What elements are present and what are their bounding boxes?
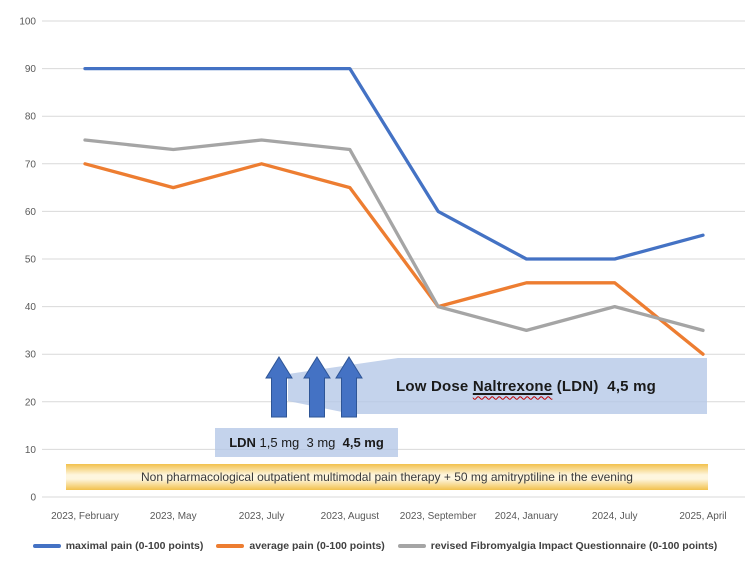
y-tick-label: 100 <box>19 17 36 28</box>
ldn-dose-drug: LDN <box>229 435 256 450</box>
legend-label: maximal pain (0-100 points) <box>65 540 204 552</box>
legend-line-swatch <box>397 544 426 548</box>
series-line <box>83 138 705 333</box>
legend-label: average pain (0-100 points) <box>249 540 385 552</box>
legend-label: revised Fibromyalgia Impact Questionnair… <box>430 540 718 552</box>
legend-item: average pain (0-100 points) <box>216 540 385 552</box>
series-line <box>83 162 705 356</box>
legend-item: maximal pain (0-100 points) <box>32 540 204 552</box>
ldn-dose-steps: 1,5 mg 3 mg <box>255 435 343 450</box>
x-axis-label: 2024, July <box>592 511 638 522</box>
y-tick-label: 10 <box>25 445 37 456</box>
therapy-banner-label: Non pharmacological outpatient multimoda… <box>141 470 633 484</box>
y-tick-label: 0 <box>30 493 36 504</box>
legend-line-swatch <box>32 544 61 548</box>
x-axis-label: 2024, January <box>495 511 558 522</box>
ldn-banner-label-post: (LDN) 4,5 mg <box>552 377 656 395</box>
y-tick-label: 90 <box>25 64 37 75</box>
series-line <box>83 66 705 261</box>
x-axis-label: 2023, February <box>51 511 119 522</box>
y-tick-label: 30 <box>25 350 37 361</box>
y-tick-label: 80 <box>25 112 37 123</box>
y-tick-label: 40 <box>25 302 37 313</box>
ldn-banner-label-underlined-word: Naltrexone <box>473 378 553 395</box>
dose-increase-arrow-icon <box>303 356 331 418</box>
legend-item: revised Fibromyalgia Impact Questionnair… <box>397 540 718 552</box>
ldn-dose-final: 4,5 mg <box>342 435 384 450</box>
x-axis-label: 2023, May <box>150 511 197 522</box>
legend: maximal pain (0-100 points) average pain … <box>0 536 750 556</box>
x-axis-label: 2023, July <box>239 511 285 522</box>
y-tick-label: 70 <box>25 159 37 170</box>
dose-increase-arrow-icon <box>265 356 293 418</box>
y-tick-label: 50 <box>25 255 37 266</box>
spellcheck-underline: Naltrexone <box>472 377 553 395</box>
x-axis-label: 2023, September <box>400 511 477 522</box>
y-tick-label: 60 <box>25 207 37 218</box>
ldn-banner-shape <box>288 358 707 414</box>
dose-increase-arrow-icon <box>335 356 363 418</box>
x-axis-label: 2025, April <box>679 511 726 522</box>
legend-line-swatch <box>216 544 245 548</box>
ldn-banner-label: Low Dose Naltrexone (LDN) 4,5 mg <box>345 358 707 414</box>
x-axis-label: 2023, August <box>321 511 380 522</box>
y-tick-label: 20 <box>25 397 37 408</box>
ldn-dose-label: LDN 1,5 mg 3 mg 4,5 mg <box>215 428 398 457</box>
therapy-banner: Non pharmacological outpatient multimoda… <box>66 464 708 490</box>
ldn-banner-label-pre: Low Dose <box>396 377 473 395</box>
